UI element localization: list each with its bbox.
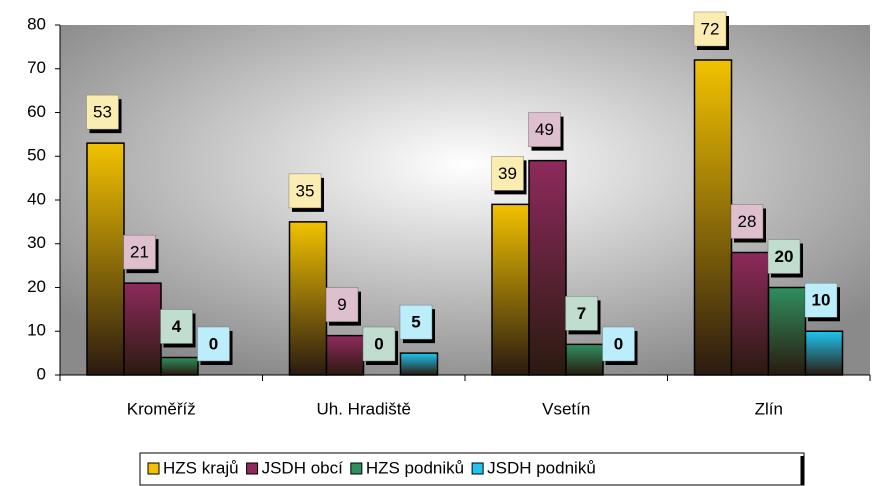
- x-tick-label: Zlín: [755, 399, 783, 418]
- data-label: 20: [775, 247, 794, 266]
- data-label: 39: [498, 164, 517, 183]
- label-box: [528, 112, 561, 147]
- legend-swatch: [246, 462, 259, 475]
- legend-swatch: [147, 462, 160, 475]
- label-tint: [565, 296, 598, 331]
- legend-swatch: [471, 462, 484, 475]
- data-label: 53: [93, 103, 112, 122]
- y-tick-label: 80: [27, 14, 46, 33]
- bar: [491, 203, 530, 376]
- label-tint: [363, 327, 395, 361]
- bar: [123, 282, 162, 376]
- label-box: [399, 304, 433, 340]
- label-tint: [400, 305, 432, 340]
- y-tick-label: 60: [27, 102, 46, 121]
- label-tint: [694, 12, 726, 46]
- bar: [565, 343, 604, 376]
- bar: [693, 59, 733, 376]
- bar: [730, 251, 770, 376]
- bar: [804, 330, 844, 376]
- data-label: 21: [130, 243, 149, 262]
- legend-label: HZS podniků: [366, 458, 464, 477]
- data-label: 28: [738, 212, 757, 231]
- label-tint: [805, 283, 837, 318]
- y-tick-label: 0: [37, 364, 46, 383]
- label-tint: [491, 156, 524, 191]
- legend-label: JSDH obcí: [262, 458, 344, 477]
- legend-label: HZS krajů: [163, 458, 239, 477]
- label-box: [491, 156, 524, 191]
- label-tint: [197, 327, 230, 361]
- legend-label: JSDH podniků: [487, 458, 596, 477]
- legend-swatch: [350, 462, 363, 475]
- data-label: 9: [337, 295, 346, 314]
- data-label: 4: [172, 317, 182, 336]
- y-tick-label: 20: [27, 277, 46, 296]
- data-label: 5: [411, 313, 420, 332]
- data-label: 10: [812, 291, 831, 310]
- bar: [288, 221, 328, 376]
- y-tick-label: 70: [27, 58, 46, 77]
- bar: [325, 334, 365, 376]
- label-box: [693, 11, 727, 47]
- bar: [399, 352, 439, 376]
- label-box: [197, 326, 230, 362]
- label-box: [565, 296, 598, 331]
- x-tick-label: Kroměříž: [127, 399, 196, 418]
- bar: [160, 356, 199, 376]
- label-box: [804, 283, 838, 318]
- y-tick-label: 10: [27, 321, 46, 340]
- label-tint: [123, 235, 156, 270]
- data-label: 0: [209, 334, 218, 353]
- label-box: [362, 326, 396, 362]
- label-tint: [528, 112, 561, 147]
- bar: [528, 159, 567, 376]
- y-tick-label: 40: [27, 189, 46, 208]
- label-tint: [289, 173, 321, 208]
- label-tint: [86, 95, 119, 130]
- data-label: 0: [614, 334, 623, 353]
- label-box: [602, 326, 635, 362]
- data-label: 35: [296, 181, 315, 200]
- x-tick-label: Vsetín: [542, 399, 590, 418]
- label-box: [160, 309, 193, 344]
- label-tint: [160, 309, 193, 344]
- data-label: 7: [577, 304, 586, 323]
- bar: [86, 142, 125, 376]
- y-tick-label: 50: [27, 146, 46, 165]
- label-box: [730, 204, 764, 239]
- label-tint: [326, 287, 358, 322]
- data-label: 49: [535, 120, 554, 139]
- data-label: 0: [374, 334, 383, 353]
- label-box: [767, 239, 801, 274]
- label-box: [325, 287, 359, 322]
- y-tick-label: 30: [27, 233, 46, 252]
- data-label: 72: [701, 19, 720, 38]
- label-tint: [602, 327, 635, 361]
- label-box: [86, 94, 119, 130]
- label-tint: [731, 204, 763, 239]
- x-tick-label: Uh. Hradiště: [317, 399, 411, 418]
- label-tint: [768, 239, 800, 274]
- bar: [767, 286, 807, 376]
- label-box: [288, 173, 322, 209]
- label-box: [123, 234, 156, 270]
